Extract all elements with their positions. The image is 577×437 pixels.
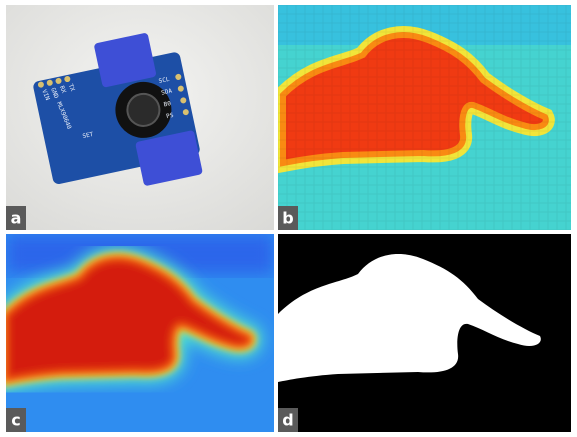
panel-d-image: [278, 234, 571, 432]
page: VINGNDRXTX SCLSDAB0PS MLX90640 SET: [0, 0, 577, 437]
panel-label: d: [282, 411, 293, 430]
panel-b: [278, 5, 571, 230]
panel-b-image: [278, 5, 571, 230]
pixel-grid: [278, 5, 571, 230]
panel-c: [6, 234, 274, 432]
figure: VINGNDRXTX SCLSDAB0PS MLX90640 SET: [0, 0, 577, 437]
panel-label: c: [11, 411, 20, 430]
panel-label: b: [282, 209, 293, 228]
panel-c-image: [6, 234, 274, 432]
panel-d: [278, 234, 571, 432]
panel-label: a: [11, 209, 22, 228]
